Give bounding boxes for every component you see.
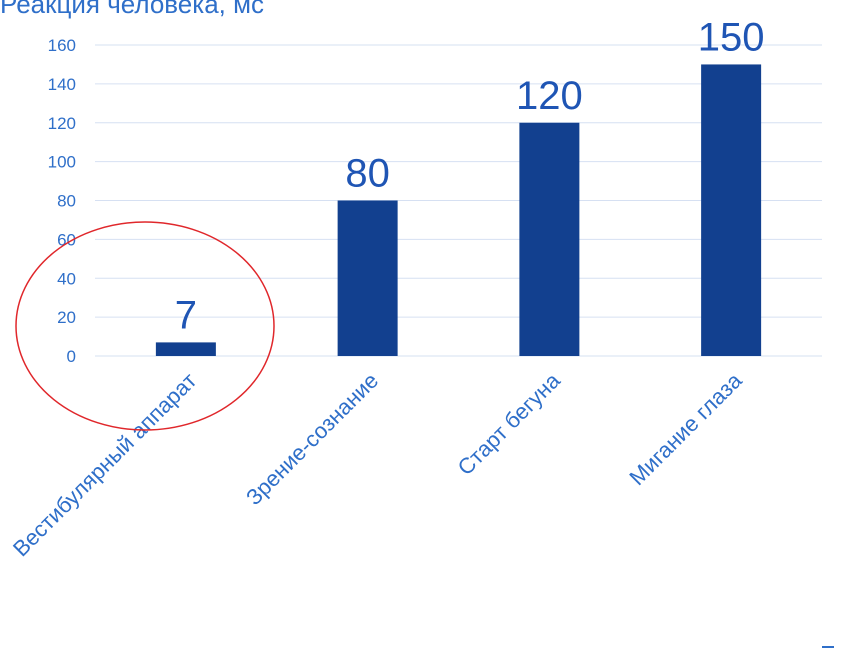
y-tick-label: 140	[48, 75, 76, 94]
bar	[519, 122, 580, 356]
highlight-circle	[15, 221, 275, 431]
y-tick-label: 20	[57, 308, 76, 327]
chart-title: Реакция человека, мс	[0, 0, 264, 19]
y-tick-label: 0	[67, 347, 76, 366]
data-label: 7	[175, 293, 197, 337]
bar	[701, 64, 762, 356]
data-label: 120	[516, 74, 583, 118]
bar	[155, 342, 216, 356]
bars	[155, 64, 762, 356]
data-label: 150	[698, 15, 765, 59]
y-tick-label: 40	[57, 269, 76, 288]
y-tick-label: 160	[48, 36, 76, 55]
data-label: 80	[345, 152, 390, 196]
bar	[337, 200, 398, 356]
y-tick-label: 100	[48, 153, 76, 172]
x-tick-label: Мигание глаза	[624, 367, 747, 490]
y-axis: 0 20 40 60 80 100 120 140 160	[48, 36, 76, 366]
x-tick-label: Старт бегуна	[453, 367, 566, 480]
data-labels: 7 80 120 150	[175, 15, 765, 337]
y-tick-label: 60	[57, 230, 76, 249]
y-tick-label: 120	[48, 114, 76, 133]
y-tick-label: 80	[57, 192, 76, 211]
corner-mark	[822, 646, 834, 648]
x-axis: Вестибулярный аппарат Зрение-сознание Стар…	[8, 367, 747, 561]
x-tick-label: Вестибулярный аппарат	[8, 368, 201, 561]
x-tick-label: Зрение-сознание	[241, 368, 383, 510]
